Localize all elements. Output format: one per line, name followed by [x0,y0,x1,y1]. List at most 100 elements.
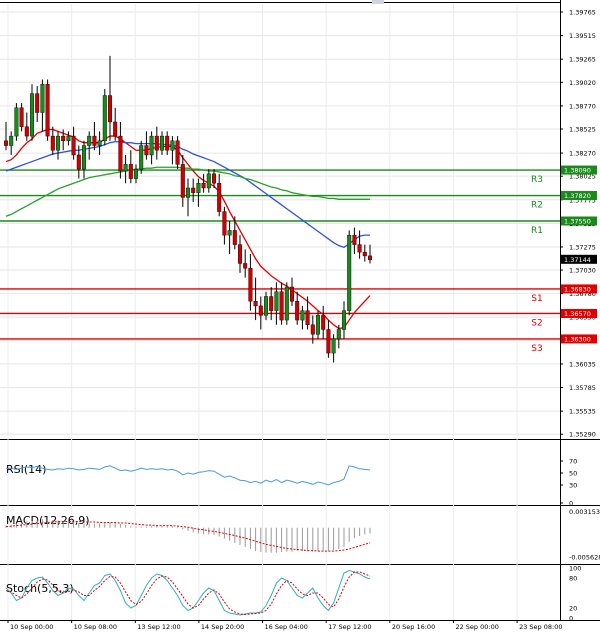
price-tick-label: 1.38770 [569,102,596,110]
candle-body [279,291,284,321]
level-price-badge [561,165,597,175]
price-tick-label: 1.36780 [569,290,596,298]
time-tick-label: 16 Sep 04:00 [265,623,308,631]
candle-body [35,93,40,113]
candle-body [175,140,180,165]
candle-body [295,300,300,321]
stoch-tick-label: 20 [569,605,577,613]
candle-body [258,305,263,316]
price-axis: 1.39765 1.39515 1.39265 1.39020 1.38770 1.385… [560,9,597,439]
price-tick-label: 1.35290 [569,431,596,439]
candle-body [9,135,14,146]
moving-average-line-3 [5,166,370,217]
candle-body [290,286,295,302]
candle-body [102,95,107,142]
time-axis: 10 Sep 00:00 10 Sep 08:00 13 Sep 12:00 14 S… [7,620,562,631]
level-price-badge [561,334,597,344]
candle-body [113,121,118,137]
candle-body [300,310,305,321]
candle-body [253,300,258,307]
candle-body [61,135,66,142]
pivot-levels: R3 R2 R1 S1 S2 S3 [0,169,560,354]
price-tick-label: 1.38025 [569,173,596,181]
candle-body [14,107,19,137]
candle-body [24,126,29,137]
price-tick-label: 1.35785 [569,384,596,392]
macd-pane: MACD(12,26,9) 0.003153-0.005628 [5,508,600,561]
candle-body [269,296,274,311]
macd-tick-label: 0.003153 [569,508,600,516]
level-price-badge [561,284,597,294]
level-price-label: 1.36570 [564,310,591,318]
stoch-tick-label: 100 [569,565,581,573]
grid [0,4,560,620]
time-tick-label: 10 Sep 08:00 [74,623,117,631]
time-tick-label: 23 Sep 08:00 [519,623,562,631]
price-tick-label: 1.39265 [569,56,596,64]
rsi-tick-label: 0 [569,500,573,508]
stoch-title: Stoch(5,5,3) [6,582,74,595]
price-tick-label: 1.35535 [569,408,596,416]
candle-body [232,230,237,245]
level-price-badge [561,216,597,226]
candle-body [357,244,362,253]
price-tick-label: 1.38525 [569,126,596,134]
candle-body [128,164,133,179]
stochastic-pane: Stoch(5,5,3) 100 80 20 0 [5,565,581,623]
candle-body [227,230,232,236]
level-name-s1: S1 [531,294,542,304]
candle-body [165,135,170,151]
candle-body [50,135,55,151]
candle-body [206,173,211,189]
candle-body [264,296,269,316]
rsi-tick-label: 50 [569,470,577,478]
candle-body [368,255,373,260]
candle-body [321,315,326,330]
candle-body [133,168,138,179]
candle-body [92,135,97,146]
candle-body [56,135,61,151]
candle-body [201,183,206,189]
price-tick-label: 1.39020 [569,79,596,87]
candle-body [185,187,190,198]
candle-body [331,338,336,354]
candle-body [284,286,289,321]
candle-body [196,183,201,193]
candle-body [305,310,310,325]
level-name-r3: R3 [531,175,543,185]
candle-body [159,135,164,151]
level-price-label: 1.37550 [564,218,591,226]
price-tick-label: 1.37275 [569,243,596,251]
time-tick-label: 13 Sep 12:00 [137,623,180,631]
candle-body [310,324,315,335]
candle-body [87,135,92,146]
candle-body [66,135,71,142]
candle-body [347,234,352,311]
level-name-r2: R2 [531,201,543,211]
candle-body [336,329,341,340]
level-price-badge [561,308,597,318]
candle-body [71,135,76,156]
price-tick-label: 1.36035 [569,360,596,368]
candle-body [248,267,253,302]
candle-body [3,140,8,146]
candle-body [222,211,227,236]
candle-body [144,145,149,156]
price-tick-label: 1.37775 [569,196,596,204]
candle-body [30,93,35,137]
candle-body [243,263,248,269]
time-tick-label: 20 Sep 16:00 [392,623,435,631]
candle-body [139,145,144,170]
candle-body [274,291,279,311]
price-tick-label: 1.38270 [569,150,596,158]
stoch-tick-label: 0 [569,615,573,623]
level-name-r1: R1 [531,226,543,236]
macd-signal-line [5,520,371,552]
candle-body [342,310,347,330]
candle-body [76,154,81,170]
candle-body [237,244,242,264]
time-tick-label: 22 Sep 00:00 [455,623,498,631]
level-name-s3: S3 [531,344,542,354]
